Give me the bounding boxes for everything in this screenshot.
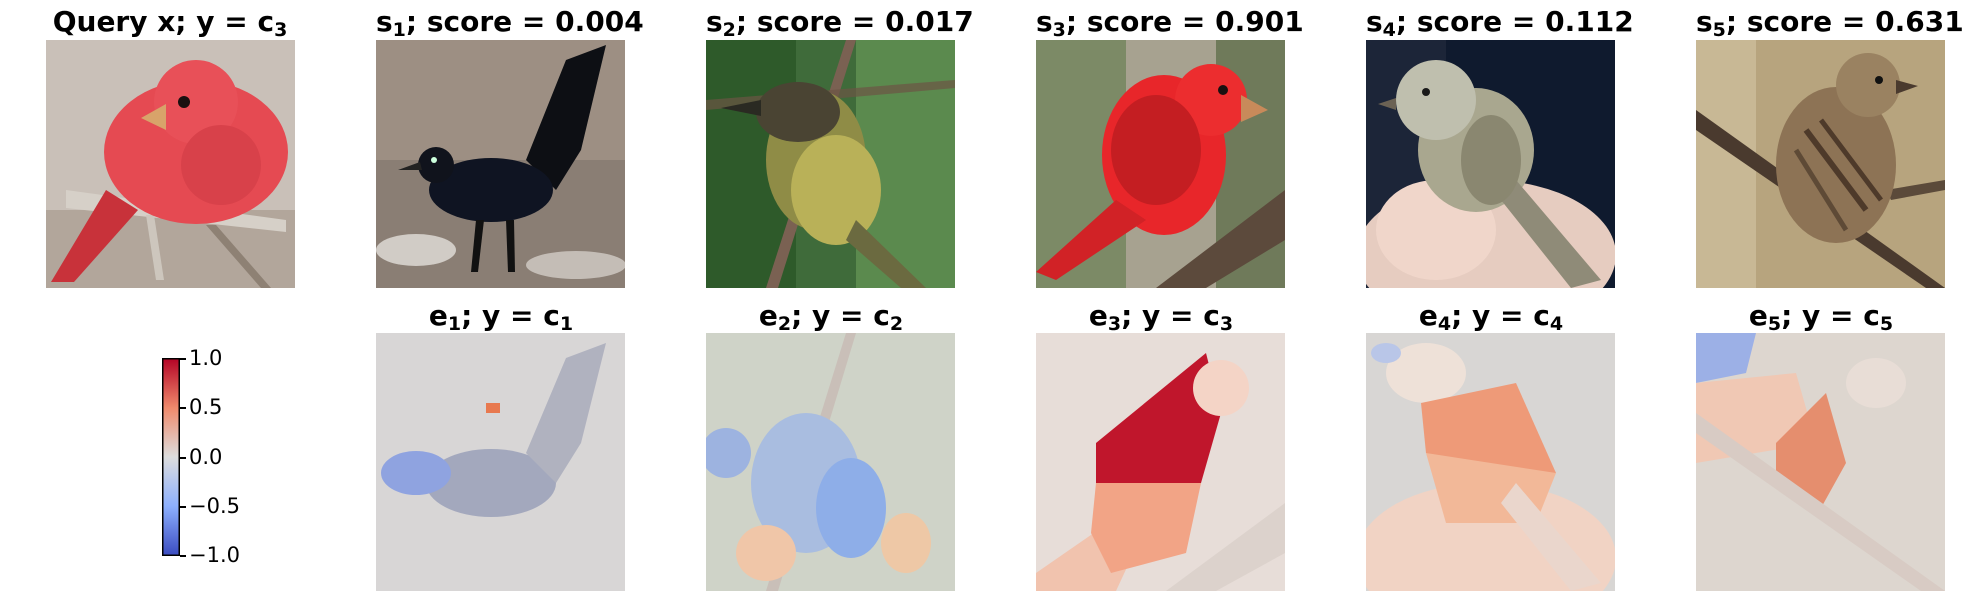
explanation-heatmap-4 <box>1366 333 1615 591</box>
explanation-title-5: e5; y = c5 <box>1696 299 1946 334</box>
query-image <box>46 40 295 288</box>
support-score-label: ; score = <box>1725 5 1876 38</box>
query-class-index: 3 <box>274 19 288 41</box>
explanation-index: 4 <box>1437 313 1452 335</box>
explanation-index: 1 <box>447 313 462 335</box>
explanation-label: ; y = c <box>461 299 560 332</box>
support-image-5 <box>1696 40 1945 288</box>
support-score-label: ; score = <box>1065 5 1216 38</box>
explanation-heatmap-1 <box>376 333 625 591</box>
explanation-class-index: 5 <box>1879 313 1894 335</box>
support-score-label: ; score = <box>1395 5 1546 38</box>
support-score-label: ; score = <box>405 5 556 38</box>
support-image-4 <box>1366 40 1615 288</box>
support-index: 2 <box>722 19 736 41</box>
support-title-2: s2; score = 0.017 <box>706 5 974 40</box>
explanation-symbol: e <box>428 299 448 332</box>
query-title: Query x; y = c3 <box>45 5 295 40</box>
explanation-class-index: 1 <box>559 313 574 335</box>
explanation-heatmap-3 <box>1036 333 1285 591</box>
explanation-symbol: e <box>758 299 778 332</box>
support-score-label: ; score = <box>735 5 886 38</box>
colorbar-tick-label: −0.5 <box>189 494 240 518</box>
support-image-2 <box>706 40 955 288</box>
colorbar <box>162 358 180 556</box>
explanation-class-index: 2 <box>889 313 904 335</box>
colorbar-tickmark <box>180 555 186 557</box>
explanation-class-index: 3 <box>1219 313 1234 335</box>
support-image-3 <box>1036 40 1285 288</box>
explanation-index: 5 <box>1767 313 1782 335</box>
colorbar-tickmark <box>180 407 186 409</box>
support-title-3: s3; score = 0.901 <box>1036 5 1304 40</box>
support-index: 5 <box>1712 19 1726 41</box>
support-symbol: s <box>376 5 393 38</box>
query-title-text: Query x; y = c <box>52 5 275 38</box>
explanation-label: ; y = c <box>1781 299 1880 332</box>
support-score: 0.112 <box>1545 5 1634 38</box>
colorbar-tickmark <box>180 457 186 459</box>
colorbar-tick-label: 0.5 <box>189 395 223 419</box>
explanation-label: ; y = c <box>1451 299 1550 332</box>
support-symbol: s <box>1366 5 1383 38</box>
support-score: 0.017 <box>885 5 974 38</box>
explanation-class-index: 4 <box>1549 313 1564 335</box>
explanation-title-3: e3; y = c3 <box>1036 299 1286 334</box>
explanation-symbol: e <box>1418 299 1438 332</box>
support-symbol: s <box>1696 5 1713 38</box>
support-image-1 <box>376 40 625 288</box>
explanation-title-4: e4; y = c4 <box>1366 299 1616 334</box>
support-score: 0.631 <box>1875 5 1963 38</box>
explanation-symbol: e <box>1088 299 1108 332</box>
support-title-4: s4; score = 0.112 <box>1366 5 1634 40</box>
colorbar-tickmark <box>180 358 186 360</box>
explanation-title-1: e1; y = c1 <box>376 299 626 334</box>
support-index: 1 <box>392 19 406 41</box>
colorbar-tick-label: 1.0 <box>189 346 223 370</box>
support-title-5: s5; score = 0.631 <box>1696 5 1963 40</box>
support-symbol: s <box>706 5 723 38</box>
explanation-label: ; y = c <box>1121 299 1220 332</box>
support-index: 4 <box>1382 19 1396 41</box>
explanation-label: ; y = c <box>791 299 890 332</box>
colorbar-tickmark <box>180 506 186 508</box>
support-title-1: s1; score = 0.004 <box>376 5 644 40</box>
support-score: 0.901 <box>1215 5 1304 38</box>
explanation-heatmap-2 <box>706 333 955 591</box>
explanation-index: 3 <box>1107 313 1122 335</box>
explanation-symbol: e <box>1748 299 1768 332</box>
explanation-heatmap-5 <box>1696 333 1945 591</box>
support-score: 0.004 <box>555 5 644 38</box>
support-index: 3 <box>1052 19 1066 41</box>
colorbar-tick-label: −1.0 <box>189 543 240 567</box>
support-symbol: s <box>1036 5 1053 38</box>
explanation-title-2: e2; y = c2 <box>706 299 956 334</box>
colorbar-tick-label: 0.0 <box>189 445 223 469</box>
colorbar-gradient <box>162 358 180 556</box>
explanation-index: 2 <box>777 313 792 335</box>
